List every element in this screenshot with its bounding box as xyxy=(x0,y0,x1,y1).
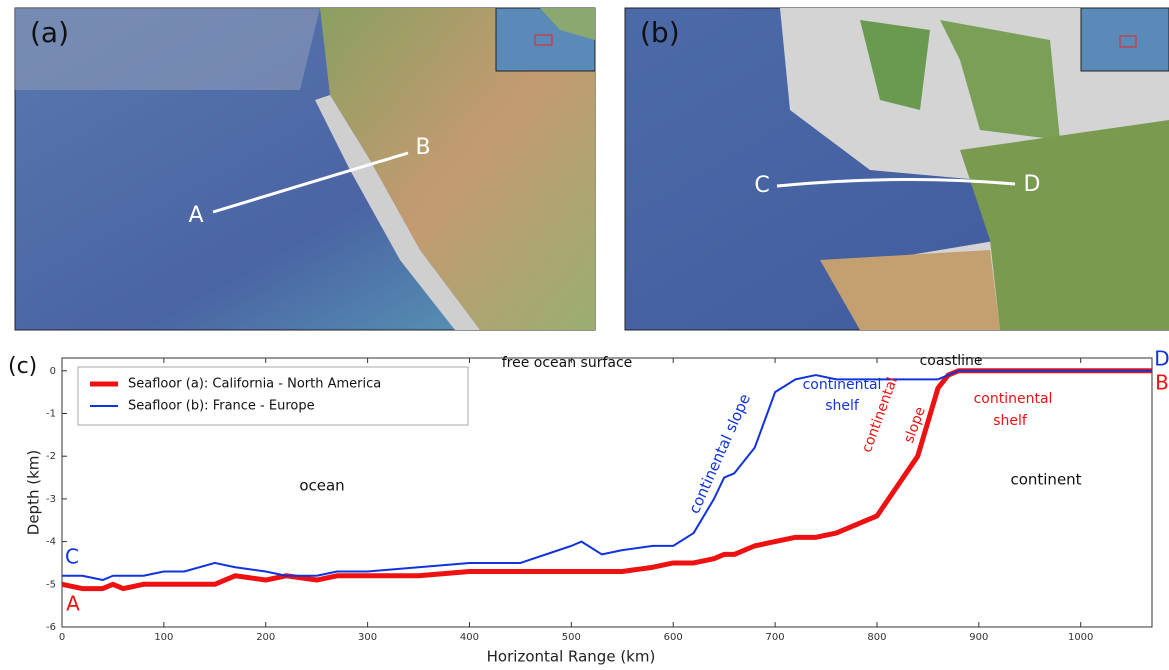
panel-label: (a) xyxy=(30,16,69,49)
x-tick-label: 400 xyxy=(460,632,479,643)
y-axis-label: Depth (km) xyxy=(25,450,43,535)
y-tick-label: -6 xyxy=(46,622,56,633)
annotation: shelf xyxy=(993,413,1028,429)
series-line xyxy=(61,368,1152,592)
x-tick-label: 500 xyxy=(562,632,581,643)
x-tick-label: 200 xyxy=(256,632,275,643)
x-tick-label: 0 xyxy=(59,632,65,643)
panel-label: (b) xyxy=(640,16,680,49)
annotation: continental xyxy=(803,377,882,393)
point-label: A xyxy=(188,203,203,228)
x-axis-label: Horizontal Range (km) xyxy=(487,648,656,666)
annotation: coastline xyxy=(920,353,983,369)
line-start-label: C xyxy=(65,545,79,569)
x-tick-label: 600 xyxy=(664,632,683,643)
line-end-label: B xyxy=(1155,371,1169,395)
point-label: D xyxy=(1024,172,1041,197)
x-tick-label: 100 xyxy=(154,632,173,643)
point-label: C xyxy=(754,173,769,198)
line-start-label: A xyxy=(66,592,80,616)
annotation: continent xyxy=(1010,471,1081,489)
annotation: free ocean surface xyxy=(502,355,633,371)
annotation: ocean xyxy=(299,477,344,495)
y-tick-label: 0 xyxy=(50,366,56,377)
annotation: shelf xyxy=(825,398,860,414)
y-tick-label: -5 xyxy=(46,579,56,590)
y-tick-label: -3 xyxy=(46,494,56,505)
point-label: B xyxy=(415,135,430,160)
annotation: continental xyxy=(974,391,1053,407)
panel-label: (c) xyxy=(8,354,37,379)
x-tick-label: 300 xyxy=(358,632,377,643)
y-tick-label: -1 xyxy=(46,409,56,420)
x-tick-label: 700 xyxy=(766,632,785,643)
x-tick-label: 900 xyxy=(969,632,988,643)
series-line xyxy=(62,369,1152,582)
map-b xyxy=(624,7,1169,331)
legend-label: Seafloor (a): California - North America xyxy=(128,377,381,392)
y-tick-label: -2 xyxy=(46,451,56,462)
line-end-label: D xyxy=(1154,347,1169,371)
y-tick-label: -4 xyxy=(46,537,56,548)
legend-label: Seafloor (b): France - Europe xyxy=(128,399,315,414)
x-tick-label: 800 xyxy=(867,632,886,643)
map-a xyxy=(14,7,596,331)
x-tick-label: 1000 xyxy=(1068,632,1093,643)
legend-box xyxy=(77,366,469,426)
